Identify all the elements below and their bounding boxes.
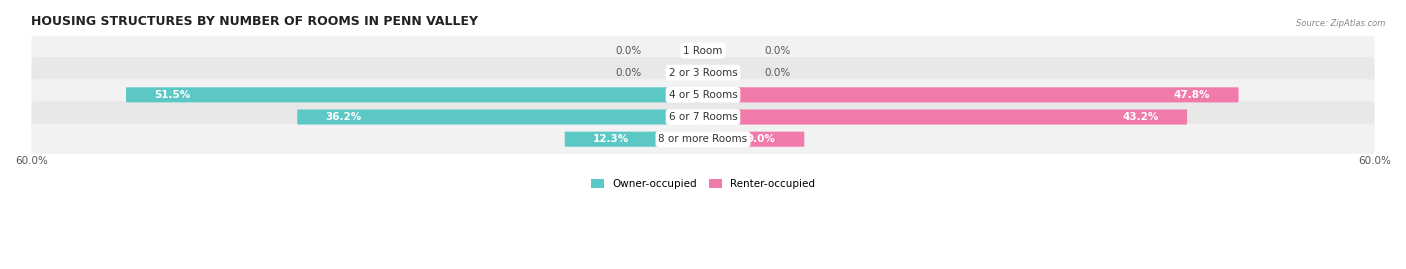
- Text: 9.0%: 9.0%: [747, 134, 776, 144]
- Text: 8 or more Rooms: 8 or more Rooms: [658, 134, 748, 144]
- Text: HOUSING STRUCTURES BY NUMBER OF ROOMS IN PENN VALLEY: HOUSING STRUCTURES BY NUMBER OF ROOMS IN…: [31, 15, 478, 28]
- Text: 0.0%: 0.0%: [765, 68, 790, 78]
- FancyBboxPatch shape: [297, 109, 703, 125]
- Text: 0.0%: 0.0%: [616, 68, 641, 78]
- FancyBboxPatch shape: [703, 87, 1239, 102]
- Text: 2 or 3 Rooms: 2 or 3 Rooms: [669, 68, 737, 78]
- Text: 47.8%: 47.8%: [1174, 90, 1211, 100]
- Legend: Owner-occupied, Renter-occupied: Owner-occupied, Renter-occupied: [586, 175, 820, 193]
- FancyBboxPatch shape: [703, 109, 1187, 125]
- FancyBboxPatch shape: [31, 79, 1375, 111]
- FancyBboxPatch shape: [565, 132, 703, 147]
- Text: 6 or 7 Rooms: 6 or 7 Rooms: [669, 112, 737, 122]
- FancyBboxPatch shape: [31, 123, 1375, 155]
- FancyBboxPatch shape: [31, 57, 1375, 89]
- FancyBboxPatch shape: [31, 35, 1375, 66]
- Text: 51.5%: 51.5%: [155, 90, 191, 100]
- FancyBboxPatch shape: [127, 87, 703, 102]
- Text: 1 Room: 1 Room: [683, 45, 723, 55]
- Text: 36.2%: 36.2%: [326, 112, 363, 122]
- FancyBboxPatch shape: [703, 132, 804, 147]
- Text: 43.2%: 43.2%: [1122, 112, 1159, 122]
- Text: Source: ZipAtlas.com: Source: ZipAtlas.com: [1295, 19, 1385, 28]
- FancyBboxPatch shape: [31, 101, 1375, 133]
- Text: 0.0%: 0.0%: [765, 45, 790, 55]
- Text: 0.0%: 0.0%: [616, 45, 641, 55]
- Text: 12.3%: 12.3%: [593, 134, 630, 144]
- Text: 4 or 5 Rooms: 4 or 5 Rooms: [669, 90, 737, 100]
